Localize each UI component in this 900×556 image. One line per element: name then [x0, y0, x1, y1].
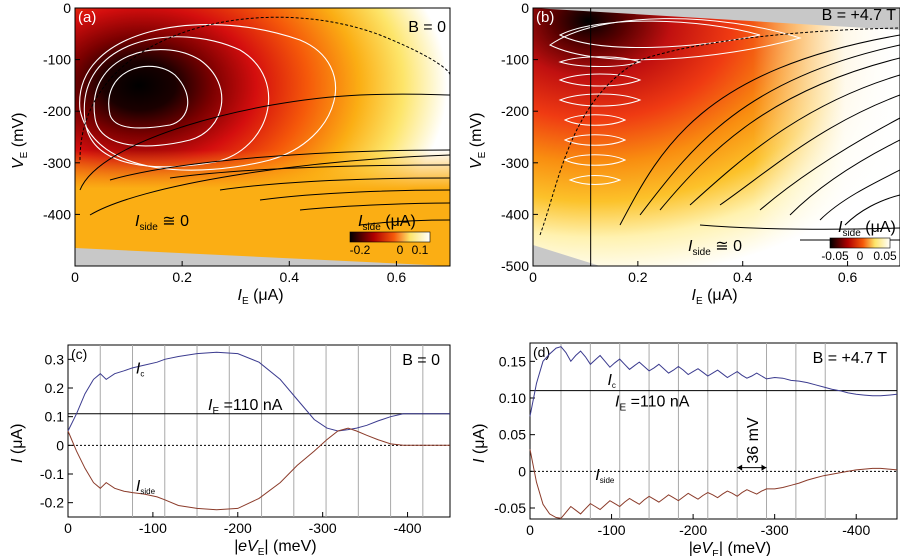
x-tick-label-c: -200 — [224, 520, 252, 536]
field-label-b: B = +4.7 T — [822, 7, 897, 24]
panel-label-c: (c) — [71, 346, 87, 362]
spacing-label: 36 mV — [745, 417, 762, 464]
x-tick-label-d: 0 — [526, 522, 534, 538]
series-line-d-1 — [529, 449, 898, 519]
chart-marks: 0 0.2 0.4 0.6 0 -100 -200 -300 -400 IE (μA) VE (mV… — [9, 0, 898, 556]
colorbar-tick-a: 0 — [397, 243, 404, 257]
y-tick-label-b: -200 — [501, 103, 529, 119]
x-tick-label-c: -100 — [139, 520, 167, 536]
spacing-arrowhead — [761, 464, 767, 471]
series-line-d-0 — [529, 346, 898, 417]
colorbar-label-a: Iside (μA) — [358, 213, 416, 233]
heatmap-a — [75, 8, 450, 266]
x-tick-label-a: 0.4 — [280, 269, 300, 285]
y-tick-label-b: -400 — [501, 206, 529, 222]
x-tick-label-d: -300 — [761, 522, 789, 538]
x-tick-label-d: -200 — [679, 522, 707, 538]
colorbar-label-b: Iside (μA) — [838, 219, 896, 239]
x-tick-label-c: -400 — [394, 520, 422, 536]
x-tick-label-a: 0.6 — [387, 269, 407, 285]
y-tick-label-a: -100 — [43, 52, 71, 68]
panel-label-d: (d) — [533, 344, 550, 360]
x-tick-label-c: -300 — [309, 520, 337, 536]
colorbar-tick-b: -0.05 — [821, 249, 849, 263]
colorbar-tick-b: 0 — [857, 249, 864, 263]
field-label-d: B = +4.7 T — [813, 350, 888, 367]
iside-annotation-b: Iside ≅ 0 — [688, 238, 742, 258]
y-tick-label-a: -200 — [43, 103, 71, 119]
series-line-c-0 — [67, 351, 450, 432]
series-label-d-1: Iside — [595, 467, 615, 485]
heatmap-b — [533, 8, 900, 266]
field-label-a: B = 0 — [408, 19, 446, 36]
ie-label-d: IE =110 nA — [615, 394, 690, 414]
iside-annotation-a: Iside ≅ 0 — [135, 213, 189, 233]
series-label-c-1: Iside — [136, 478, 156, 496]
y-tick-label-b: -100 — [501, 52, 529, 68]
y-tick-label-c: 0.3 — [45, 351, 65, 367]
y-axis-label-b: VE (mV) — [468, 113, 488, 169]
y-tick-label-d: 0.05 — [499, 427, 526, 443]
y-tick-label-c: -0.2 — [40, 495, 64, 511]
x-tick-label-b: 0.4 — [733, 269, 753, 285]
x-tick-label-b: 0.6 — [838, 269, 858, 285]
y-tick-label-b: -500 — [501, 258, 529, 274]
series-label-d-0: Ic — [607, 372, 615, 390]
x-tick-label-b: 0 — [529, 269, 537, 285]
x-tick-label-c: 0 — [64, 520, 72, 536]
colorbar-a — [349, 231, 431, 243]
y-tick-label-d: 0.15 — [499, 353, 526, 369]
spacing-arrowhead — [737, 464, 743, 471]
y-tick-label-d: 0.10 — [499, 390, 526, 406]
series-label-c-0: Ic — [136, 361, 144, 379]
y-tick-label-c: -0.1 — [40, 466, 64, 482]
y-tick-label-c: 0.1 — [45, 409, 65, 425]
series-line-c-1 — [67, 427, 450, 511]
y-tick-label-b: -300 — [501, 155, 529, 171]
lineplot-d-frame — [529, 342, 898, 520]
x-axis-label-d: |eVE| (meV) — [689, 540, 772, 556]
y-tick-label-c: 0 — [56, 437, 64, 453]
panel-label-a: (a) — [78, 9, 96, 26]
x-tick-label-a: 0 — [71, 269, 79, 285]
heatmap-b-frame — [532, 7, 900, 267]
ie-label-c: IE =110 nA — [208, 397, 283, 417]
y-tick-label-d: -0.05 — [494, 500, 526, 516]
field-label-c: B = 0 — [402, 352, 440, 369]
colorbar-tick-a: -0.2 — [350, 243, 371, 257]
y-tick-label-b: 0 — [521, 0, 529, 16]
x-tick-label-d: -400 — [842, 522, 870, 538]
x-tick-label-b: 0.2 — [628, 269, 648, 285]
y-tick-label-a: -300 — [43, 155, 71, 171]
y-tick-label-c: 0.2 — [45, 380, 65, 396]
y-axis-label-a: VE (mV) — [10, 113, 30, 169]
x-tick-label-d: -100 — [598, 522, 626, 538]
y-tick-label-a: 0 — [63, 0, 71, 16]
y-axis-label-c: I (μA) — [9, 424, 26, 463]
y-tick-label-a: -400 — [43, 206, 71, 222]
heatmap-a-frame — [74, 7, 451, 267]
colorbar-b — [829, 237, 891, 249]
colorbar-tick-a: 0.1 — [412, 243, 429, 257]
y-axis-label-d: I (μA) — [471, 424, 488, 463]
colorbar-tick-b: 0.05 — [873, 249, 897, 263]
y-tick-label-d: 0 — [518, 463, 526, 479]
x-axis-label-c: |eVE| (meV) — [234, 538, 317, 556]
x-axis-label-a: IE (μA) — [238, 287, 284, 307]
x-tick-label-a: 0.2 — [172, 269, 192, 285]
lineplot-c-frame — [67, 344, 451, 518]
x-axis-label-b: IE (μA) — [692, 287, 738, 307]
panel-label-b: (b) — [536, 9, 554, 26]
